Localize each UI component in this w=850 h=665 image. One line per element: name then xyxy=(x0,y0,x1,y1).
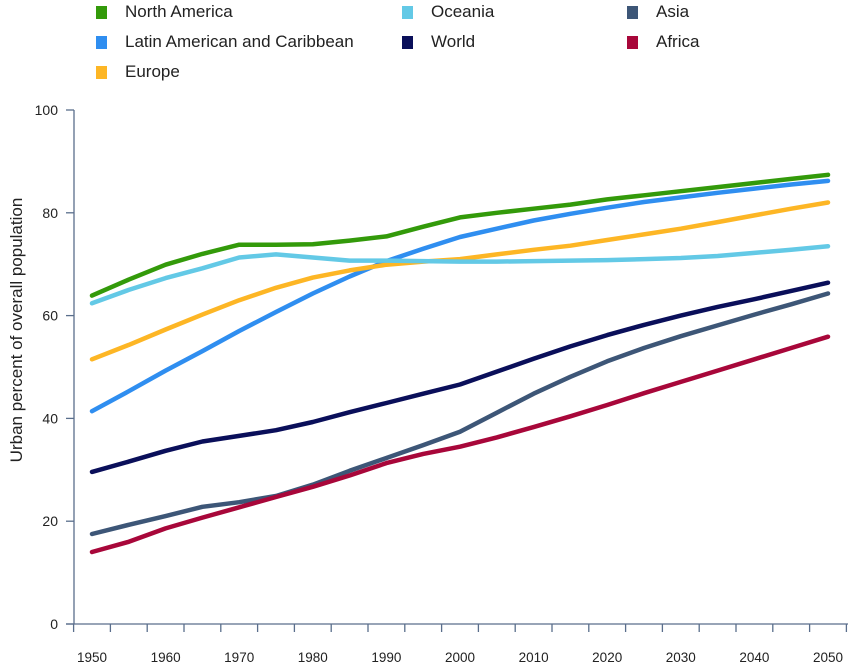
legend-swatch xyxy=(627,5,638,19)
legend-item: World xyxy=(402,31,475,53)
legend-item: Latin American and Caribbean xyxy=(96,31,354,53)
x-tick-label: 2040 xyxy=(739,650,769,665)
y-tick-label: 100 xyxy=(35,102,59,118)
legend-swatch xyxy=(96,65,107,79)
x-tick-label: 1960 xyxy=(151,650,181,665)
legend-item: Asia xyxy=(627,1,689,23)
y-tick-label: 40 xyxy=(42,410,58,426)
series-line-latin-american-and-caribbean xyxy=(89,178,831,414)
legend-swatch xyxy=(402,35,413,49)
y-tick-label: 0 xyxy=(50,616,58,632)
legend-label: Europe xyxy=(125,62,180,81)
x-tick-label: 2030 xyxy=(666,650,696,665)
y-tick-label: 80 xyxy=(42,205,58,221)
x-tick-label: 2000 xyxy=(445,650,475,665)
legend-swatch xyxy=(96,5,107,19)
legend-item: Africa xyxy=(627,31,699,53)
x-tick-label: 1990 xyxy=(371,650,401,665)
legend-swatch xyxy=(402,5,413,19)
legend-label: World xyxy=(431,32,476,51)
x-tick-label: 1970 xyxy=(224,650,254,665)
legend-label: Oceania xyxy=(431,2,495,21)
series-line-world xyxy=(89,280,831,475)
y-tick-label: 60 xyxy=(42,308,58,324)
series-line-asia xyxy=(89,291,831,537)
x-tick-label: 2010 xyxy=(519,650,549,665)
x-tick-label: 2020 xyxy=(592,650,622,665)
series-line-oceania xyxy=(89,243,831,306)
x-tick-label: 1950 xyxy=(77,650,107,665)
series-line-africa xyxy=(89,334,831,555)
legend-label: Africa xyxy=(656,32,700,51)
series-line-europe xyxy=(89,200,831,362)
legend-item: Oceania xyxy=(402,1,494,23)
legend-item: Europe xyxy=(96,61,180,83)
legend-label: North America xyxy=(125,2,233,21)
x-tick-label: 1980 xyxy=(298,650,328,665)
x-tick-label: 2050 xyxy=(813,650,843,665)
y-tick-label: 20 xyxy=(42,513,58,529)
legend-item: North America xyxy=(96,1,233,23)
series-line-north-america xyxy=(89,172,831,298)
legend-swatch xyxy=(96,35,107,49)
legend-swatch xyxy=(627,35,638,49)
legend-label: Asia xyxy=(656,2,690,21)
legend-label: Latin American and Caribbean xyxy=(125,32,354,51)
